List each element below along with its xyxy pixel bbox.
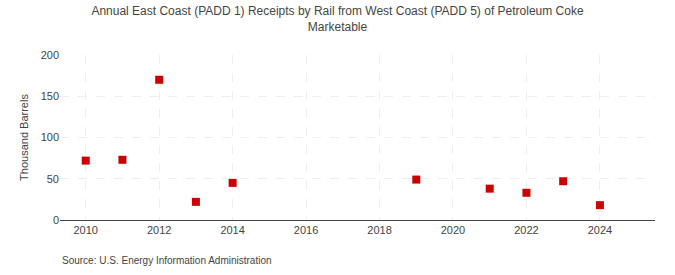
svg-text:0: 0	[53, 214, 59, 226]
svg-text:2014: 2014	[220, 224, 244, 236]
svg-text:2024: 2024	[588, 224, 612, 236]
svg-text:2012: 2012	[147, 224, 171, 236]
svg-text:2018: 2018	[367, 224, 391, 236]
svg-text:Source: U.S. Energy Informatio: Source: U.S. Energy Information Administ…	[62, 255, 272, 266]
svg-text:200: 200	[41, 49, 59, 61]
svg-text:2020: 2020	[441, 224, 465, 236]
svg-text:Annual East Coast (PADD 1) Rec: Annual East Coast (PADD 1) Receipts by R…	[91, 4, 584, 34]
svg-text:2010: 2010	[73, 224, 97, 236]
svg-text:2016: 2016	[294, 224, 318, 236]
svg-text:150: 150	[41, 90, 59, 102]
svg-text:Thousand Barrels: Thousand Barrels	[18, 94, 30, 181]
svg-text:2022: 2022	[514, 224, 538, 236]
svg-text:100: 100	[41, 131, 59, 143]
svg-text:50: 50	[47, 173, 59, 185]
